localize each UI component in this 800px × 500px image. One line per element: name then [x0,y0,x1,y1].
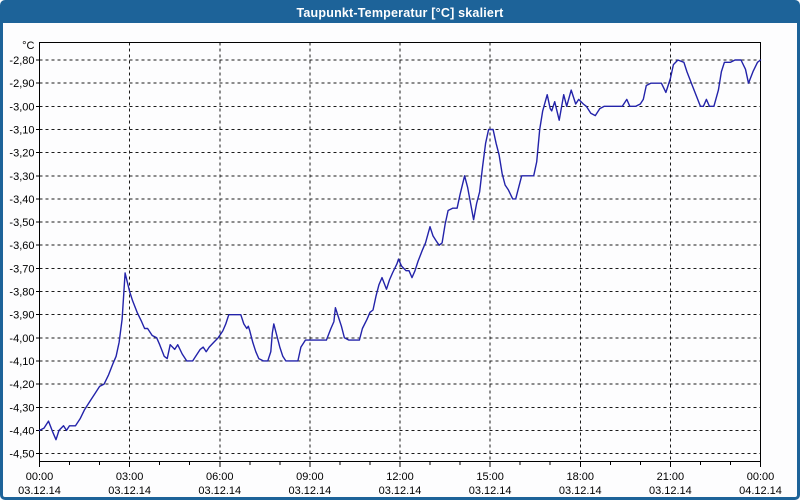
x-tick-date: 03.12.14 [198,485,241,497]
svg-text:-3,00: -3,00 [9,101,34,113]
x-tick-time: 06:00 [206,471,234,483]
svg-text:-3,90: -3,90 [9,310,34,322]
x-tick-time: 09:00 [296,471,324,483]
svg-text:-2,90: -2,90 [9,78,34,90]
x-tick-time: 21:00 [657,471,685,483]
svg-text:-4,00: -4,00 [9,333,34,345]
y-axis-unit-label: °C [22,40,34,52]
x-tick-time: 18:00 [566,471,594,483]
x-tick-time: 00:00 [26,471,54,483]
x-tick-date: 04.12.14 [739,485,782,497]
x-tick-time: 12:00 [386,471,414,483]
svg-text:-3,70: -3,70 [9,263,34,275]
svg-text:-3,80: -3,80 [9,287,34,299]
svg-text:-3,60: -3,60 [9,240,34,252]
x-tick-date: 03.12.14 [649,485,692,497]
gridlines [39,42,761,462]
svg-text:-2,80: -2,80 [9,55,34,67]
x-tick-time: 00:00 [747,471,775,483]
svg-text:-4,50: -4,50 [9,449,34,461]
svg-text:-4,20: -4,20 [9,379,34,391]
y-axis-labels: °C -2,80 -2,90 -3,00 -3,10 -3,20 -3,30 -3,40 -3,… [9,40,34,461]
svg-text:-3,40: -3,40 [9,194,34,206]
x-tick-date: 03.12.14 [288,485,331,497]
x-tick-time: 03:00 [116,471,144,483]
x-tick-date: 03.12.14 [18,485,61,497]
x-tick-date: 03.12.14 [379,485,422,497]
chart-title: Taupunkt-Temperatur [°C] skaliert [296,5,504,20]
x-tick-date: 03.12.14 [469,485,512,497]
svg-text:-4,10: -4,10 [9,356,34,368]
temperature-line [38,59,762,441]
x-axis-labels: 00:00 03.12.14 03:00 03.12.14 06:00 03.12.14 0… [18,471,782,497]
svg-text:-4,40: -4,40 [9,425,34,437]
svg-text:-3,50: -3,50 [9,217,34,229]
x-tick-time: 15:00 [476,471,504,483]
x-tick-date: 03.12.14 [108,485,151,497]
axis-ticks [36,59,761,467]
title-bar: Taupunkt-Temperatur [°C] skaliert [2,2,798,23]
svg-text:-3,20: -3,20 [9,148,34,160]
svg-text:-4,30: -4,30 [9,402,34,414]
svg-text:-3,10: -3,10 [9,124,34,136]
svg-text:-3,30: -3,30 [9,171,34,183]
x-tick-date: 03.12.14 [559,485,602,497]
